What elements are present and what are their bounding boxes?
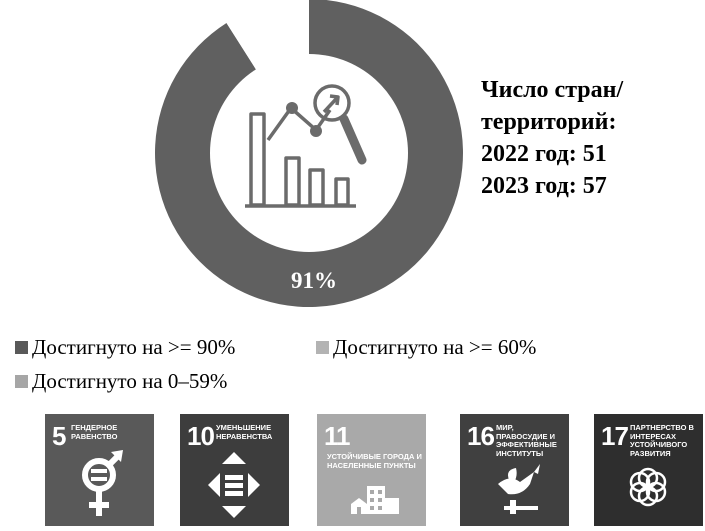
sdg-title: ПАРТНЕРСТВО В ИНТЕРЕСАХ УСТОЙЧИВОГО РАЗВ… bbox=[630, 423, 694, 458]
analytics-chart-magnifier-icon bbox=[245, 84, 367, 208]
sustainable-cities-icon bbox=[351, 486, 399, 514]
legend-item-90: Достигнуто на >= 90% bbox=[15, 330, 235, 364]
sdg-title: МИР, ПРАВОСУДИЕ И ЭФФЕКТИВНЫЕ ИНСТИТУТЫ bbox=[496, 423, 557, 458]
sdg-title: УСТОЙЧИВЫЕ ГОРОДА И НАСЕЛЕННЫЕ ПУНКТЫ bbox=[327, 452, 422, 470]
sdg-tile-17: 17 ПАРТНЕРСТВО В ИНТЕРЕСАХ УСТОЙЧИВОГО Р… bbox=[594, 414, 703, 526]
gender-equality-icon bbox=[82, 450, 123, 516]
sdg-number: 5 bbox=[52, 421, 67, 451]
legend-swatch bbox=[15, 340, 28, 354]
stats-line-4: 2023 год: 57 bbox=[481, 173, 607, 199]
sdg-number: 16 bbox=[467, 421, 495, 451]
donut-percent-label: 91% bbox=[291, 268, 337, 293]
sdg-tile-5: 5 ГЕНДЕРНОЕ РАВЕНСТВО bbox=[45, 414, 154, 526]
sdg-tile-10: 10 УМЕНЬШЕНИЕ НЕРАВЕНСТВА bbox=[180, 414, 289, 526]
legend-label: Достигнуто на >= 60% bbox=[333, 335, 537, 359]
sdg-title: УМЕНЬШЕНИЕ НЕРАВЕНСТВА bbox=[216, 423, 273, 441]
stats-line-2: территорий: bbox=[481, 109, 617, 135]
legend-label: Достигнуто на 0–59% bbox=[32, 369, 228, 393]
peace-justice-icon bbox=[498, 464, 540, 514]
sdg-tile-16: 16 МИР, ПРАВОСУДИЕ И ЭФФЕКТИВНЫЕ ИНСТИТУ… bbox=[460, 414, 569, 526]
sdg-number: 17 bbox=[601, 421, 629, 451]
donut-hole bbox=[210, 54, 408, 252]
reduced-inequality-icon bbox=[208, 452, 260, 518]
sdg-tile-11: 11 УСТОЙЧИВЫЕ ГОРОДА И НАСЕЛЕННЫЕ ПУНКТЫ bbox=[317, 414, 426, 526]
donut-chart: 91% bbox=[155, 0, 463, 307]
legend-label: Достигнуто на >= 90% bbox=[32, 335, 236, 359]
legend-item-60: Достигнуто на >= 60% bbox=[316, 330, 536, 364]
sdg-title: ГЕНДЕРНОЕ РАВЕНСТВО bbox=[71, 423, 118, 441]
legend-swatch bbox=[15, 374, 28, 388]
sdg-number: 11 bbox=[324, 421, 350, 451]
legend-item-0-59: Достигнуто на 0–59% bbox=[15, 364, 227, 398]
legend-swatch bbox=[316, 340, 329, 354]
country-count-stats: Число стран/ территорий: 2022 год: 51 20… bbox=[481, 74, 701, 202]
stats-line-1: Число стран/ bbox=[481, 77, 624, 103]
sdg-number: 10 bbox=[187, 421, 215, 451]
partnerships-icon bbox=[629, 467, 667, 507]
stats-line-3: 2022 год: 51 bbox=[481, 141, 607, 167]
